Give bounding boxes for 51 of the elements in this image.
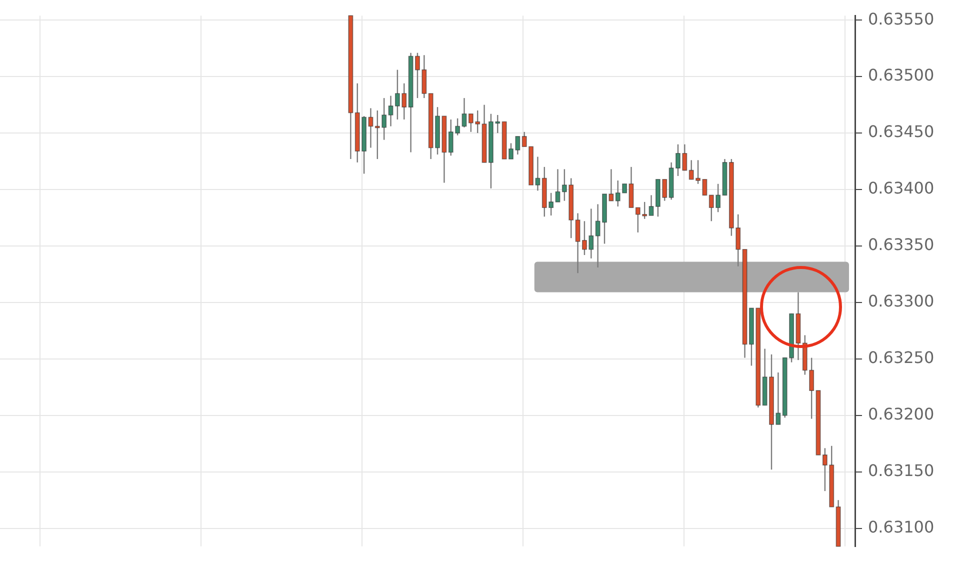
candlestick [736, 214, 741, 267]
candlestick [575, 212, 580, 274]
candlestick [628, 166, 634, 208]
y-tick-label: 0.63450 [868, 122, 934, 142]
candlestick [562, 168, 567, 202]
candlestick [708, 194, 714, 222]
y-tick-label: 0.63100 [868, 517, 934, 536]
candlestick [555, 168, 560, 203]
y-tick-label: 0.63350 [868, 235, 934, 254]
candlestick [515, 136, 520, 156]
candlestick [508, 142, 514, 160]
candlestick [388, 95, 394, 127]
candlestick [548, 192, 554, 216]
candlestick [402, 82, 407, 120]
candlestick [608, 168, 614, 202]
candlestick [535, 156, 540, 192]
candlestick [776, 372, 781, 426]
candlestick [635, 206, 640, 234]
candlestick [468, 113, 474, 133]
candlestick [696, 160, 700, 184]
candlestick [595, 204, 600, 268]
candlestick [462, 97, 467, 128]
candlestick [374, 110, 380, 160]
candlestick [455, 118, 460, 136]
candlestick [415, 52, 420, 99]
candlestick [422, 54, 427, 99]
y-tick-label: 0.63150 [868, 461, 934, 480]
y-tick-label: 0.63250 [868, 348, 934, 368]
candlestick [394, 69, 400, 120]
candlestick [642, 201, 648, 220]
y-tick-label: 0.63550 [868, 9, 934, 28]
candlestick [495, 114, 500, 134]
y-tick-label: 0.63200 [868, 404, 934, 424]
candlestick [588, 208, 594, 260]
candlestick [716, 183, 721, 213]
candlestick [682, 144, 688, 171]
y-tick-label: 0.63500 [868, 66, 934, 85]
candlestick [648, 194, 654, 216]
candlestick [522, 131, 527, 148]
candlestick [809, 357, 814, 420]
candlestick [582, 220, 587, 256]
candlestick [688, 160, 694, 180]
candlestick [822, 448, 828, 492]
y-tick-label: 0.63300 [868, 292, 934, 311]
candlestick [368, 108, 374, 148]
y-tick-label: 0.63400 [868, 178, 934, 198]
candlestick [615, 180, 620, 208]
candlestick [382, 97, 387, 140]
candlestick [676, 144, 680, 177]
candlestick [448, 118, 454, 156]
candlestick [662, 178, 668, 202]
